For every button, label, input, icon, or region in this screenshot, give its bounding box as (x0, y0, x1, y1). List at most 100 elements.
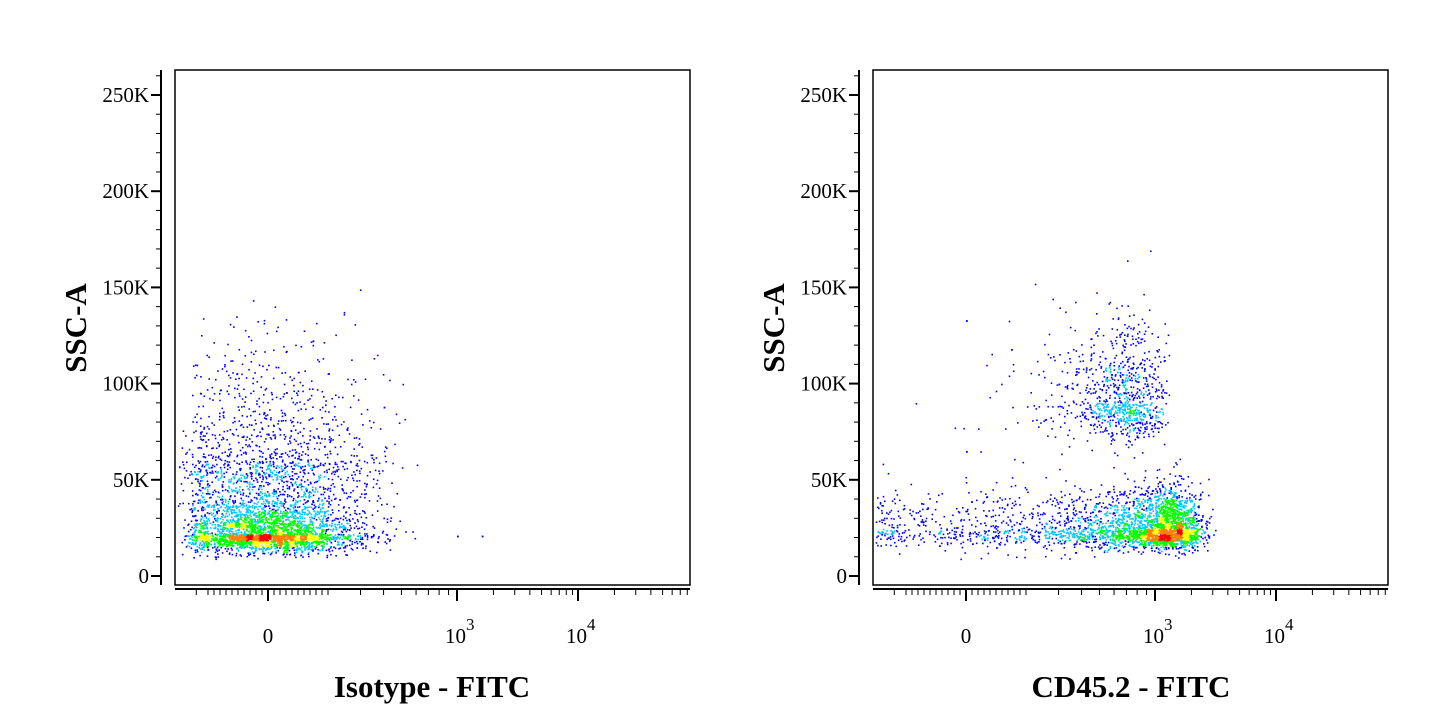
event-dot (299, 515, 301, 517)
event-dot (329, 490, 332, 492)
event-dot (322, 547, 325, 549)
event-dot (328, 411, 330, 413)
event-dot (286, 551, 288, 554)
event-dot (239, 513, 242, 515)
event-dot (261, 539, 263, 542)
event-dot (214, 527, 217, 530)
event-dot (359, 536, 362, 539)
event-dot (277, 537, 280, 539)
event-dot (286, 495, 289, 498)
event-dot (349, 496, 352, 498)
event-dot (198, 534, 201, 537)
event-dot (256, 539, 258, 541)
event-dot (268, 464, 271, 467)
event-dot (296, 402, 298, 404)
event-dot (197, 460, 200, 462)
event-dot (264, 521, 267, 524)
event-dot (309, 491, 311, 493)
event-dot (213, 539, 216, 542)
event-dot (251, 541, 253, 543)
event-dot (323, 543, 325, 546)
event-dot (301, 465, 304, 468)
event-dot (273, 465, 275, 468)
event-dot (293, 545, 295, 548)
event-dot (353, 437, 356, 439)
event-dot (315, 519, 318, 521)
event-dot (262, 515, 264, 518)
event-dot (347, 536, 349, 538)
event-dot (204, 527, 206, 530)
event-dot (287, 546, 290, 549)
event-dot (267, 513, 269, 516)
event-dot (245, 527, 248, 529)
event-dot (269, 531, 271, 534)
event-dot (1109, 547, 1112, 549)
event-dot (337, 541, 340, 544)
event-dot (231, 531, 234, 533)
event-dot (351, 540, 354, 543)
event-dot (332, 493, 335, 496)
event-dot (1194, 494, 1197, 497)
event-dot (319, 464, 322, 466)
event-dot (314, 515, 316, 518)
event-dot (300, 488, 303, 491)
event-dot (294, 481, 297, 483)
event-dot (332, 536, 334, 539)
event-dot (286, 536, 288, 539)
event-dot (232, 522, 234, 525)
event-dot (301, 540, 304, 543)
event-dot (335, 526, 337, 529)
event-dot (307, 527, 310, 530)
event-dot (378, 487, 381, 489)
event-dot (213, 527, 215, 530)
event-dot (280, 533, 282, 536)
event-dot (263, 413, 265, 416)
event-dot (1069, 530, 1072, 533)
event-dot (246, 555, 249, 558)
event-dot (241, 398, 244, 400)
event-dot (245, 473, 248, 475)
event-dot (1184, 515, 1186, 517)
event-dot (1143, 530, 1146, 532)
event-dot (310, 418, 312, 420)
event-dot (234, 387, 236, 390)
event-dot (309, 467, 312, 470)
event-dot (264, 518, 267, 521)
event-dot (323, 533, 325, 536)
event-dot (917, 544, 920, 546)
event-dot (220, 439, 223, 441)
event-dot (934, 541, 937, 543)
event-dot (225, 471, 228, 474)
event-dot (194, 515, 196, 517)
event-dot (1133, 530, 1136, 532)
event-dot (241, 373, 243, 376)
event-dot (332, 419, 334, 421)
event-dot (311, 516, 313, 518)
event-dot (308, 465, 311, 467)
event-dot (884, 533, 886, 535)
event-dot (214, 524, 217, 526)
event-dot (249, 514, 251, 516)
event-dot (310, 542, 313, 545)
event-dot (1175, 496, 1177, 498)
event-dot (289, 524, 292, 527)
event-dot (321, 511, 324, 513)
event-dot (283, 525, 285, 528)
event-dot (246, 540, 248, 542)
event-dot (282, 469, 284, 471)
event-dot (291, 533, 294, 536)
event-dot (252, 382, 254, 385)
event-dot (357, 528, 359, 530)
event-dot (270, 529, 272, 532)
event-dot (290, 495, 293, 498)
event-dot (267, 448, 270, 450)
event-dot (307, 513, 309, 515)
event-dot (301, 535, 304, 537)
event-dot (317, 527, 320, 529)
event-dot (1200, 493, 1202, 496)
event-dot (236, 454, 239, 457)
event-dot (1138, 537, 1141, 539)
event-dot (231, 523, 234, 526)
event-dot (253, 528, 255, 530)
event-dot (278, 542, 281, 545)
